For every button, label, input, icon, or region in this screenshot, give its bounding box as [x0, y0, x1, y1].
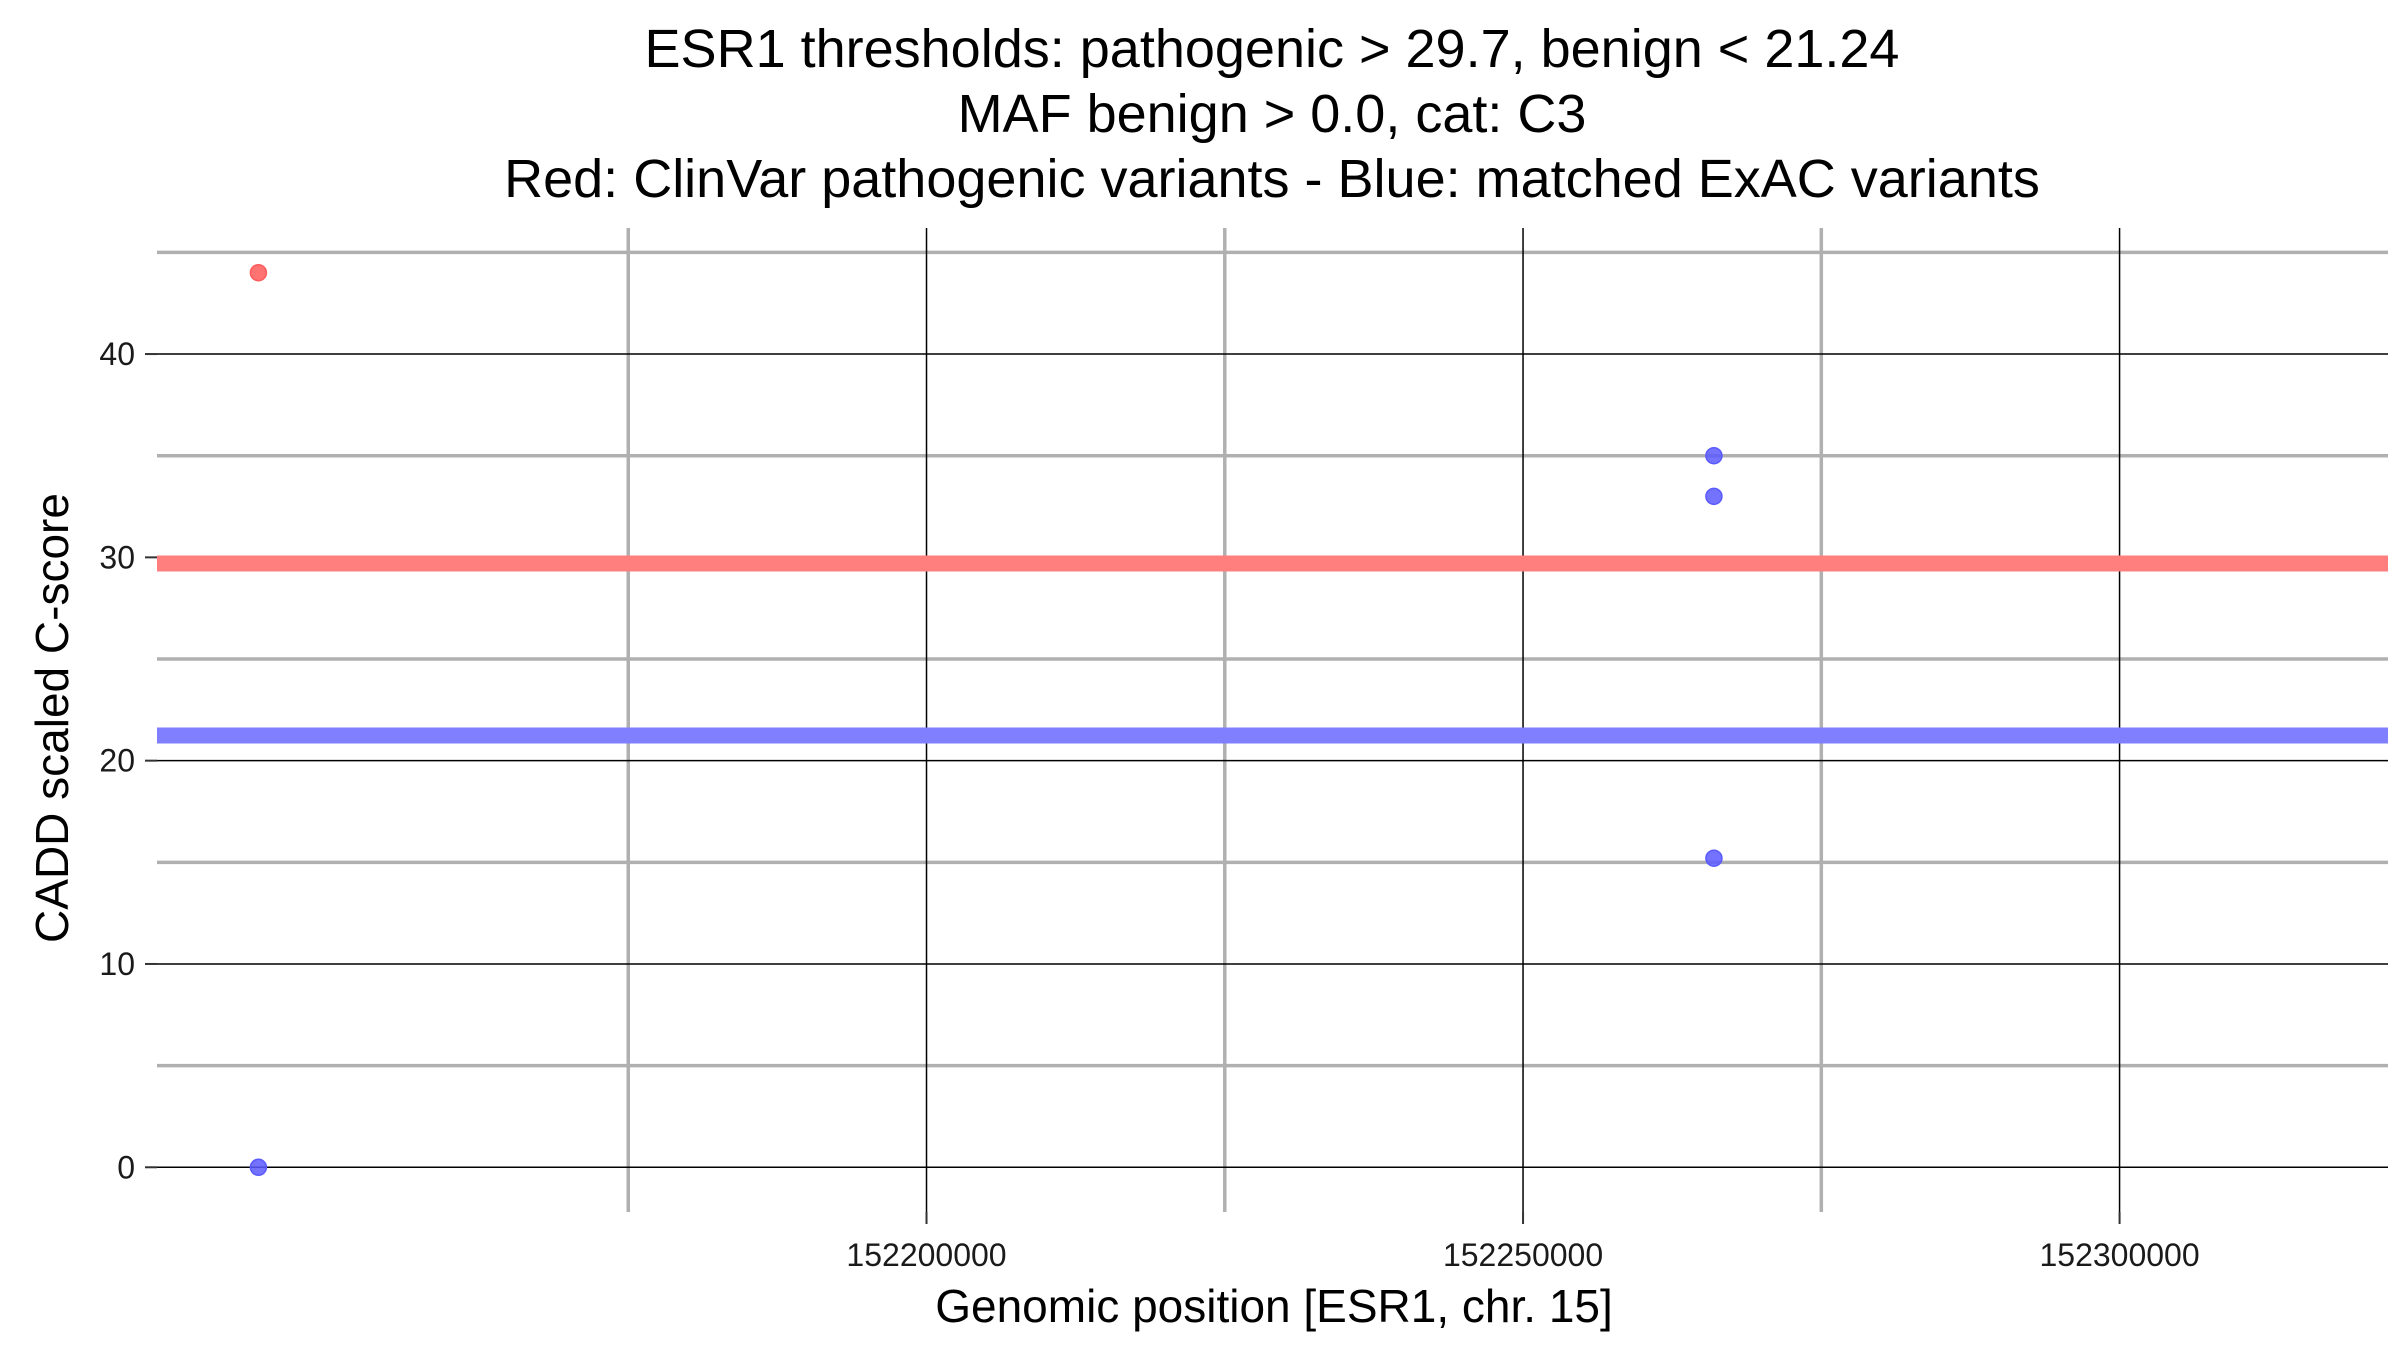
- x-axis-title: Genomic position [ESR1, chr. 15]: [935, 1280, 1613, 1332]
- y-tick-label: 0: [117, 1149, 135, 1185]
- chart-title: ESR1 thresholds: pathogenic > 29.7, beni…: [504, 19, 2040, 209]
- data-points: [249, 263, 1723, 1177]
- title-line-1: ESR1 thresholds: pathogenic > 29.7, beni…: [645, 19, 1900, 79]
- clinvar-point: [249, 263, 268, 282]
- x-tick-label: 152300000: [2039, 1237, 2199, 1273]
- y-tick-label: 40: [99, 336, 135, 372]
- exac-point: [1705, 446, 1723, 465]
- y-tick-label: 30: [99, 539, 135, 575]
- exac-point: [249, 1158, 268, 1177]
- title-line-2: MAF benign > 0.0, cat: C3: [958, 84, 1587, 144]
- x-tick-label: 152200000: [846, 1237, 1006, 1273]
- y-axis-title: CADD scaled C-score: [26, 493, 78, 943]
- minor-gridlines: [157, 228, 2388, 1212]
- exac-point: [1705, 487, 1723, 506]
- x-tick-label: 152250000: [1443, 1237, 1603, 1273]
- axis-ticks: 0 10 20 30 40 152200000 152250000 152300000: [99, 336, 2199, 1273]
- title-line-3: Red: ClinVar pathogenic variants - Blue:…: [504, 149, 2040, 209]
- y-tick-label: 10: [99, 946, 135, 982]
- threshold-bands: [157, 555, 2388, 744]
- y-tick-label: 20: [99, 743, 135, 779]
- exac-point: [1705, 849, 1723, 867]
